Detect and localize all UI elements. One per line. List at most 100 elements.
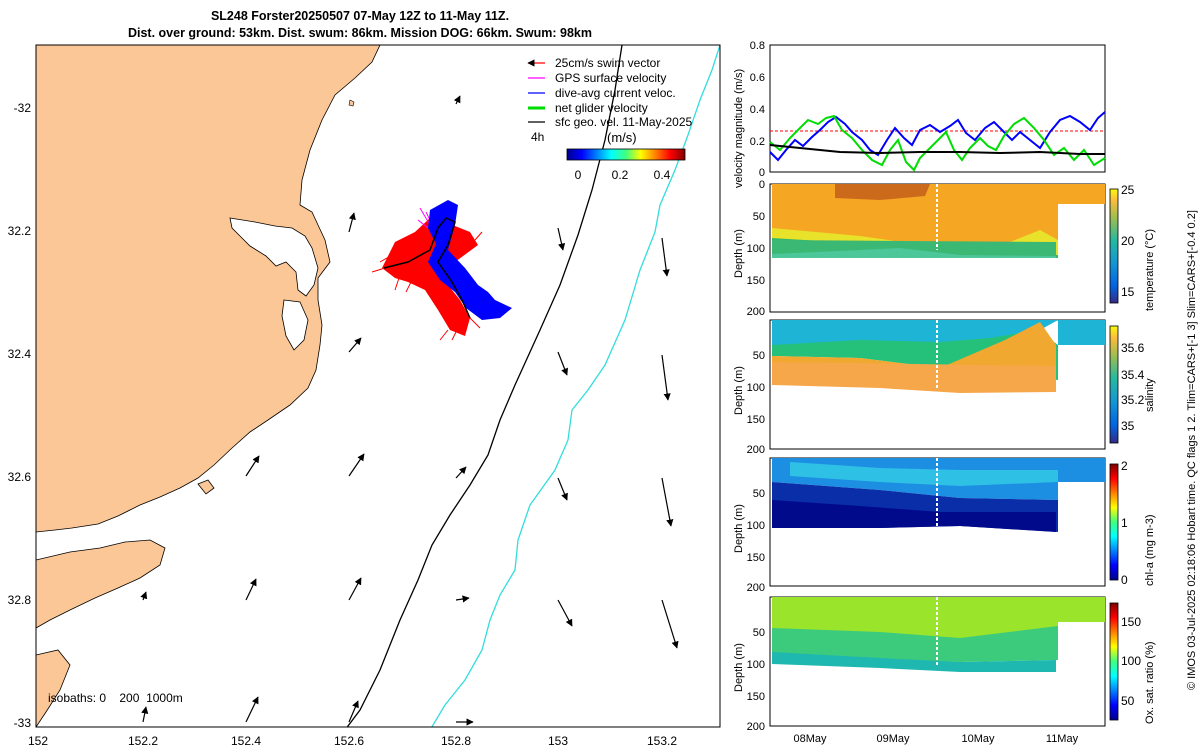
depth-ticks: 0 50 100 150 200 50 100 150 200 50 100 1… — [747, 179, 765, 733]
land-mass — [36, 45, 381, 533]
chla-cb-tick: 2 — [1121, 459, 1128, 473]
salinity-label: salinity — [1144, 378, 1156, 412]
legend-dive-avg: dive-avg current veloc. — [555, 86, 676, 100]
lat-tick: -32 — [14, 101, 32, 115]
chla-panel: 2 1 0 — [769, 457, 1128, 587]
depth-tick: 50 — [753, 627, 765, 639]
depth-tick: 200 — [747, 582, 765, 594]
lon-tick: 152.2 — [128, 734, 158, 748]
land-mass-south-2 — [36, 649, 71, 727]
sal-cb-tick: 35.4 — [1121, 368, 1145, 382]
depth-tick: 200 — [747, 444, 765, 456]
lon-tick: 153.2 — [647, 734, 677, 748]
map-title-line1: SL248 Forster20250507 07-May 12Z to 11-M… — [210, 9, 510, 23]
vel-tick: 0.2 — [750, 136, 765, 148]
depth-tick: 150 — [747, 414, 765, 426]
legend-net: net glider velocity — [555, 101, 648, 115]
date-tick: 11May — [1046, 733, 1079, 745]
depth-label-chla: Depth (m) — [733, 504, 745, 553]
isobath-1000m — [431, 45, 720, 727]
depth-tick: 50 — [753, 211, 765, 223]
depth-tick: 50 — [753, 488, 765, 500]
depth-label-ox: Depth (m) — [733, 643, 745, 692]
coastal-lake-2 — [281, 299, 309, 351]
temp-cb-tick: 15 — [1121, 285, 1135, 299]
map-cb-tick: 0.4 — [654, 168, 671, 182]
swim-vectors — [371, 218, 483, 341]
salinity-panel: 35.6 35.4 35.2 35 — [769, 319, 1145, 450]
map-cb-tick: 0 — [575, 168, 582, 182]
depth-label-temp: Depth (m) — [733, 229, 745, 278]
depth-tick: 100 — [747, 520, 765, 532]
lat-tick: 32.4 — [8, 347, 32, 361]
legend-scale: 4h — [531, 130, 544, 144]
lon-tick: 152.4 — [231, 734, 261, 748]
map-legend: 25cm/s swim vector GPS surface velocity … — [527, 56, 693, 182]
vel-tick: 0.8 — [750, 40, 765, 52]
date-ticks: 08May 09May 10May 11May — [793, 733, 1078, 745]
temperature-label: temperature (°C) — [1144, 229, 1156, 311]
longitude-ticks: 152 152.2 152.4 152.6 152.8 153 153.2 — [28, 734, 677, 748]
vel-tick: 0 — [759, 167, 765, 179]
depth-label-sal: Depth (m) — [733, 366, 745, 415]
oxygen-panel: 150 100 50 — [769, 596, 1141, 727]
depth-tick: 0 — [759, 179, 765, 191]
sal-cb-tick: 35.6 — [1121, 341, 1145, 355]
date-tick: 09May — [876, 733, 910, 745]
legend-gps: GPS surface velocity — [555, 71, 666, 85]
depth-tick: 100 — [747, 243, 765, 255]
date-tick: 10May — [961, 733, 995, 745]
map-colorbar — [566, 148, 686, 161]
isobath-200m — [346, 45, 623, 727]
lon-tick: 153 — [548, 734, 568, 748]
ox-cb-tick: 100 — [1121, 654, 1141, 668]
coastal-lake — [229, 217, 319, 297]
temp-cb-tick: 20 — [1121, 234, 1135, 248]
lon-tick: 152.6 — [334, 734, 364, 748]
credit-text: © IMOS 03-Jul-2025 02:18:06 Hobart time.… — [1186, 210, 1198, 690]
island — [197, 479, 215, 495]
lat-tick: 32.6 — [8, 470, 32, 484]
velocity-black — [769, 144, 1105, 155]
lon-tick: 152 — [28, 734, 48, 748]
chla-label: chl-a (mg m-3) — [1144, 514, 1156, 586]
depth-tick: 200 — [747, 721, 765, 733]
vel-tick: 0.4 — [750, 104, 765, 116]
sal-cb-tick: 35 — [1121, 419, 1135, 433]
legend-swim: 25cm/s swim vector — [555, 56, 660, 70]
glider-map[interactable]: -32 32.2 32.4 32.6 32.8 -33 152 152.2 15… — [0, 0, 725, 750]
depth-tick: 150 — [747, 691, 765, 703]
map-cb-tick: 0.2 — [612, 168, 629, 182]
map-frame — [35, 44, 721, 728]
date-tick: 08May — [793, 733, 827, 745]
chla-cb-tick: 0 — [1121, 573, 1128, 587]
glider-track — [383, 217, 471, 319]
depth-tick: 150 — [747, 275, 765, 287]
isobaths-label: isobaths: 0 200 1000m — [48, 691, 183, 705]
depth-tick: 50 — [753, 350, 765, 362]
velocity-ylabel: velocity magnitude (m/s) — [733, 69, 745, 188]
ox-cb-tick: 150 — [1121, 615, 1141, 629]
oxygen-label: Ox. sat. ratio (%) — [1144, 641, 1156, 724]
lat-tick: 32.2 — [8, 224, 32, 238]
depth-tick: 150 — [747, 552, 765, 564]
sal-cb-tick: 35.2 — [1121, 393, 1145, 407]
depth-tick: 100 — [747, 659, 765, 671]
temp-cb-tick: 25 — [1121, 183, 1135, 197]
legend-geo: sfc geo. vel. 11-May-2025 — [555, 115, 693, 129]
depth-tick: 200 — [747, 306, 765, 318]
land-mass-south — [36, 539, 166, 629]
dive-avg-current — [428, 200, 512, 320]
lat-tick: 32.8 — [8, 593, 32, 607]
chla-cb-tick: 1 — [1121, 516, 1128, 530]
vel-tick: 0.6 — [750, 72, 765, 84]
islet — [348, 99, 355, 107]
lon-tick: 152.8 — [441, 734, 471, 748]
velocity-blue — [769, 111, 1106, 162]
geostrophic-velocity-arrows — [140, 95, 679, 726]
velocity-green — [769, 114, 1106, 172]
temperature-panel: 25 20 15 — [769, 183, 1135, 313]
ox-cb-tick: 50 — [1121, 694, 1135, 708]
map-title-line2: Dist. over ground: 53km. Dist. swum: 86k… — [127, 26, 592, 40]
legend-units: (m/s) — [607, 130, 637, 145]
